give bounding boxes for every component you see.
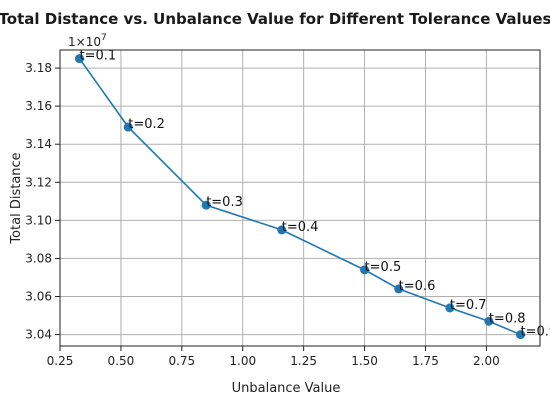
x-tick-label: 2.00 bbox=[473, 354, 500, 368]
y-offset-base: 1×10 bbox=[68, 35, 101, 49]
x-tick-label: 0.50 bbox=[108, 354, 135, 368]
x-tick-label: 1.00 bbox=[229, 354, 256, 368]
point-label: t=0.7 bbox=[450, 298, 487, 313]
data-point bbox=[74, 54, 84, 64]
point-label: t=0.6 bbox=[399, 279, 436, 294]
x-tick-label: 0.25 bbox=[47, 354, 74, 368]
point-label: t=0.5 bbox=[365, 260, 402, 275]
point-label: t=0.1 bbox=[79, 49, 116, 64]
data-point bbox=[394, 284, 404, 294]
series-line bbox=[78, 58, 521, 336]
x-tick-label: 0.75 bbox=[168, 354, 195, 368]
data-point bbox=[360, 265, 370, 275]
y-tick-label: 3.14 bbox=[25, 137, 52, 151]
data-point bbox=[123, 122, 133, 132]
y-tick-label: 3.06 bbox=[25, 290, 52, 304]
data-point bbox=[445, 303, 455, 313]
data-point bbox=[201, 200, 211, 210]
y-tick-label: 3.16 bbox=[25, 99, 52, 113]
point-annotations: t=0.1 t=0.2 t=0.3 t=0.4 t=0.5 t=0.6 t=0.7t=0.8… bbox=[79, 49, 550, 340]
chart-title: Total Distance vs. Unbalance Value for D… bbox=[0, 10, 550, 28]
point-label: t=0.2 bbox=[128, 117, 165, 132]
x-tick-label: 1.50 bbox=[351, 354, 378, 368]
y-offset-label: 1×107 bbox=[68, 33, 107, 49]
data-point bbox=[277, 225, 287, 235]
y-axis-ticks: 3.04 3.06 3.08 3.10 3.12 3.14 3.16 3.18 bbox=[25, 61, 60, 342]
data-point bbox=[516, 330, 526, 340]
y-tick-label: 3.08 bbox=[25, 251, 52, 265]
point-label: t=0.4 bbox=[282, 220, 319, 235]
data-point bbox=[484, 316, 494, 326]
point-label: t=0.9 bbox=[521, 325, 550, 340]
y-tick-label: 3.18 bbox=[25, 61, 52, 75]
y-tick-label: 3.12 bbox=[25, 175, 52, 189]
y-tick-label: 3.10 bbox=[25, 213, 52, 227]
x-tick-label: 1.25 bbox=[290, 354, 317, 368]
point-label: t=0.8 bbox=[489, 311, 526, 326]
x-axis-label: Unbalance Value bbox=[232, 381, 341, 396]
plot-frame bbox=[59, 49, 541, 347]
y-tick-label: 3.04 bbox=[25, 328, 52, 342]
data-points bbox=[74, 54, 526, 340]
y-offset-exponent: 7 bbox=[101, 33, 107, 43]
x-axis-ticks: 0.25 0.50 0.75 1.00 1.25 1.50 1.75 2.00 bbox=[47, 346, 500, 368]
series-line-group bbox=[78, 58, 521, 336]
y-axis-label: Total Distance bbox=[9, 152, 24, 244]
x-tick-label: 1.75 bbox=[412, 354, 439, 368]
grid bbox=[59, 50, 540, 346]
point-label: t=0.3 bbox=[206, 195, 243, 210]
